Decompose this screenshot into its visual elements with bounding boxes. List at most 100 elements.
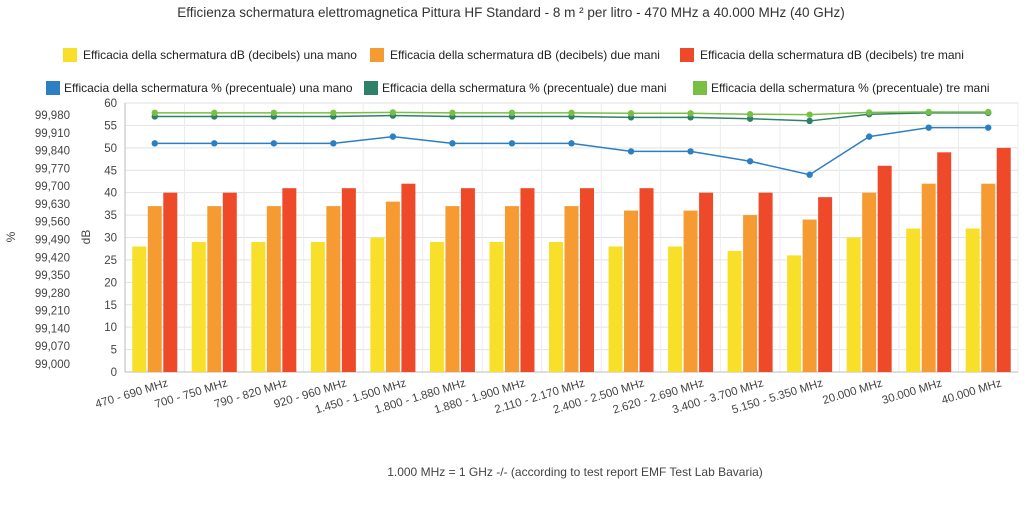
bar bbox=[639, 188, 654, 372]
bar bbox=[981, 183, 996, 372]
bar bbox=[996, 147, 1011, 372]
legend-label: Efficacia della schermatura dB (decibels… bbox=[390, 48, 660, 62]
y-left-tick-label: 99,140 bbox=[35, 323, 70, 335]
bar bbox=[460, 188, 475, 372]
y-db-tick-label: 30 bbox=[104, 233, 117, 245]
y-left-tick-label: 99,000 bbox=[35, 359, 70, 371]
bar bbox=[965, 228, 980, 372]
line-point bbox=[627, 110, 635, 117]
line-point bbox=[746, 111, 754, 118]
bar bbox=[608, 246, 623, 372]
line-point bbox=[330, 109, 337, 117]
y-left-tick-label: 99,560 bbox=[35, 217, 70, 229]
legend-swatch bbox=[680, 48, 694, 62]
bar bbox=[326, 206, 341, 372]
y-left-tick-label: 99,910 bbox=[35, 128, 70, 140]
line-point bbox=[270, 109, 278, 117]
line-point bbox=[687, 110, 694, 117]
legend-swatch bbox=[63, 48, 77, 62]
bar bbox=[921, 183, 936, 372]
y-left-tick-label: 99,770 bbox=[35, 163, 70, 175]
bar bbox=[862, 192, 877, 372]
y-db-tick-label: 15 bbox=[104, 300, 117, 312]
bar bbox=[341, 188, 356, 372]
y-left-tick-label: 99,980 bbox=[35, 110, 70, 122]
y-left-tick-label: 99,070 bbox=[35, 341, 70, 353]
line-point bbox=[865, 109, 873, 116]
line-point bbox=[687, 148, 694, 155]
bar bbox=[549, 241, 563, 372]
bar bbox=[370, 237, 385, 372]
chart-title: Efficienza schermatura elettromagnetica … bbox=[177, 5, 845, 20]
y-db-tick-label: 5 bbox=[111, 345, 117, 357]
bar bbox=[222, 192, 237, 372]
bar bbox=[504, 206, 519, 372]
line-point bbox=[389, 109, 397, 116]
bar bbox=[163, 192, 178, 372]
bar bbox=[818, 197, 833, 372]
y-left-tick-label: 99,490 bbox=[35, 235, 70, 247]
bar bbox=[207, 206, 222, 372]
series-line bbox=[154, 126, 989, 176]
legend-label: Efficacia della schermatura % (precentua… bbox=[382, 81, 667, 95]
bar bbox=[743, 215, 758, 372]
bar bbox=[310, 241, 325, 372]
line-point bbox=[985, 124, 992, 131]
line-point bbox=[211, 140, 218, 147]
line-point bbox=[330, 140, 337, 147]
y-left-tick-label: 99,420 bbox=[35, 252, 70, 264]
line-point bbox=[925, 124, 932, 131]
y-db-tick-label: 20 bbox=[104, 277, 117, 289]
line-point bbox=[211, 109, 218, 117]
bar bbox=[266, 206, 281, 372]
line-point bbox=[806, 117, 813, 125]
legend-swatch bbox=[364, 81, 378, 95]
bar bbox=[937, 152, 952, 372]
lines bbox=[151, 108, 992, 178]
y-axis-db: 0 5 10 15 20 25 30 35 40 45 50 55 60 bbox=[104, 98, 117, 379]
line-point bbox=[985, 108, 992, 116]
line-point bbox=[568, 109, 575, 117]
line-point bbox=[151, 109, 158, 117]
x-tick-label: 30.000 MHz bbox=[881, 377, 944, 407]
y-db-tick-label: 60 bbox=[104, 98, 117, 110]
line-point bbox=[746, 115, 754, 122]
y-db-tick-label: 45 bbox=[104, 165, 117, 177]
legend-swatch bbox=[46, 81, 60, 95]
line-point bbox=[151, 140, 158, 147]
line-point bbox=[449, 140, 456, 147]
line-point bbox=[925, 108, 932, 116]
x-tick-label: 40.000 MHz bbox=[940, 377, 1003, 407]
line-point bbox=[389, 133, 397, 140]
bar bbox=[877, 165, 892, 372]
y-left-tick-label: 99,630 bbox=[35, 199, 70, 211]
bar bbox=[699, 192, 714, 372]
bar bbox=[282, 188, 297, 372]
y-db-tick-label: 55 bbox=[104, 120, 117, 132]
y-left-tick-label: 99,350 bbox=[35, 270, 70, 282]
bar bbox=[906, 228, 921, 372]
bar bbox=[846, 237, 861, 372]
y-left-tick-label: 99,280 bbox=[35, 288, 70, 300]
bar bbox=[668, 246, 683, 372]
bar bbox=[401, 183, 416, 372]
bar bbox=[758, 192, 773, 372]
bars bbox=[132, 147, 1011, 372]
bar bbox=[802, 219, 817, 372]
bar bbox=[624, 210, 639, 372]
bar bbox=[429, 241, 444, 372]
line-point bbox=[627, 148, 635, 155]
y-db-tick-label: 35 bbox=[104, 210, 117, 222]
legend-label: Efficacia della schermatura % (precentua… bbox=[711, 81, 990, 95]
y-axis-left: 99,000 99,070 99,140 99,210 99,280 99,350 99,4… bbox=[35, 110, 70, 371]
footnote: 1.000 MHz = 1 GHz -/- (according to test… bbox=[387, 465, 763, 479]
line-point bbox=[865, 133, 873, 140]
y-left-tick-label: 99,840 bbox=[35, 146, 70, 158]
legend: Efficacia della schermatura dB (decibels… bbox=[46, 48, 990, 95]
y-left-tick-label: 99,210 bbox=[35, 306, 70, 318]
y-axis-db-title: dB bbox=[79, 230, 93, 245]
legend-swatch bbox=[370, 48, 384, 62]
y-db-tick-label: 0 bbox=[111, 367, 117, 379]
y-db-tick-label: 50 bbox=[104, 143, 117, 155]
line-point bbox=[806, 171, 813, 178]
